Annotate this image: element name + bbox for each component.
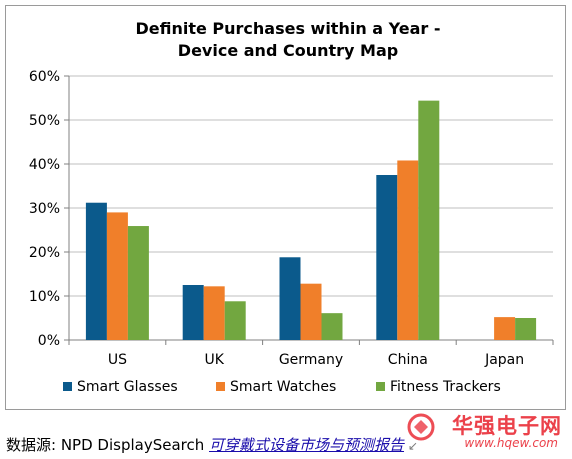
y-tick-label: 40% [29, 157, 60, 173]
chart-title-line: Device and Country Map [178, 41, 398, 60]
bar-smart-watches [397, 160, 419, 340]
y-tick-label: 10% [29, 289, 60, 305]
x-tick-label: Germany [279, 352, 343, 368]
bar-smart-glasses [279, 257, 301, 340]
x-tick-label: UK [204, 352, 224, 368]
source-prefix: 数据源: NPD DisplaySearch [6, 436, 209, 454]
legend-label: Smart Glasses [77, 379, 178, 395]
legend-label: Fitness Trackers [390, 379, 501, 395]
x-tick-label: China [388, 352, 428, 368]
bar-fitness-trackers [418, 100, 440, 340]
bar-fitness-trackers [321, 313, 343, 340]
chart-title-line: Definite Purchases within a Year - [135, 19, 440, 38]
y-tick-label: 60% [29, 69, 60, 85]
report-link[interactable]: 可穿戴式设备市场与预测报告 [209, 436, 405, 454]
bar-smart-glasses [182, 285, 204, 340]
bar-smart-watches [300, 283, 322, 340]
bar-fitness-trackers [515, 318, 537, 340]
chart-svg: Definite Purchases within a Year - Device… [29, 19, 554, 395]
x-tick-label: Japan [484, 352, 524, 368]
y-tick-label: 20% [29, 245, 60, 261]
bar-fitness-trackers [127, 226, 149, 340]
bar-smart-watches [203, 286, 225, 340]
y-tick-label: 0% [38, 333, 60, 349]
y-tick-label: 50% [29, 113, 60, 129]
x-tick-label: US [108, 352, 127, 368]
bar-fitness-trackers [224, 301, 246, 340]
chart-frame: Definite Purchases within a Year - Device… [5, 5, 566, 410]
source-footer: 数据源: NPD DisplaySearch 可穿戴式设备市场与预测报告 ↙ [6, 434, 566, 456]
link-mark: ↙ [408, 439, 419, 453]
legend-swatch [216, 382, 225, 391]
bar-smart-watches [106, 212, 128, 340]
legend-swatch [376, 382, 385, 391]
y-tick-label: 30% [29, 201, 60, 217]
bar-smart-glasses [85, 202, 107, 340]
bar-smart-watches [494, 317, 516, 340]
legend-label: Smart Watches [230, 379, 336, 395]
bar-smart-glasses [376, 175, 398, 340]
legend-swatch [63, 382, 72, 391]
